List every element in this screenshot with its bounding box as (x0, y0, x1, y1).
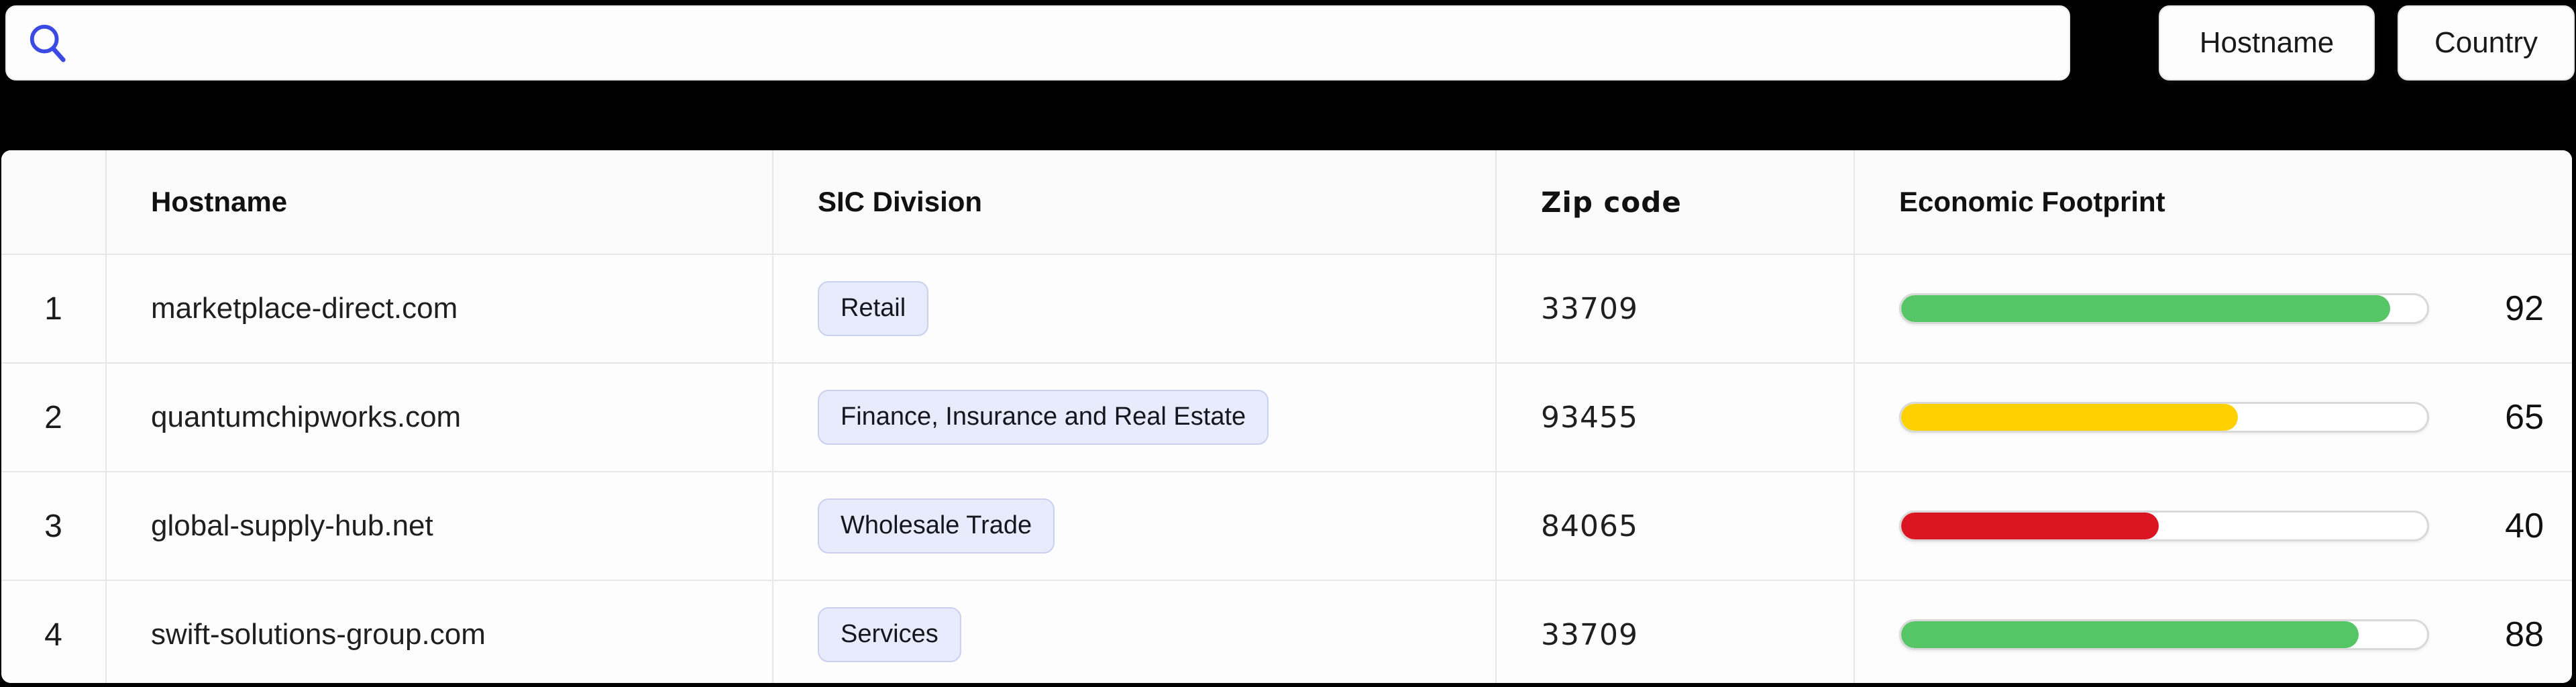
footprint-progress-fill (1901, 621, 2359, 648)
header-economic-footprint: Economic Footprint (1899, 186, 2165, 217)
zip-code-cell: 93455 (1497, 364, 1855, 471)
economic-footprint-cell: 92 (1855, 255, 2572, 362)
zip-code-cell: 84065 (1497, 472, 1855, 580)
zip-code-cell: 33709 (1497, 255, 1855, 362)
sic-division-cell: Finance, Insurance and Real Estate (773, 364, 1497, 471)
footprint-progress-track (1899, 293, 2429, 324)
footprint-progress-track (1899, 402, 2429, 433)
zip-code-cell: 33709 (1497, 581, 1855, 683)
table-header-row: Hostname SIC Division Zip code Economic … (1, 150, 2572, 255)
footprint-progress-track (1899, 619, 2429, 650)
hostname-filter-label: Hostname (2199, 26, 2334, 59)
footprint-score: 88 (2505, 615, 2544, 654)
footprint-progress-fill (1901, 404, 2238, 431)
footprint-score: 65 (2505, 398, 2544, 437)
row-index: 4 (1, 581, 107, 683)
footprint-progress-fill (1901, 513, 2159, 539)
search-bar (5, 5, 2070, 81)
economic-footprint-cell: 65 (1855, 364, 2572, 471)
sic-division-chip: Wholesale Trade (818, 498, 1055, 553)
search-input[interactable] (85, 13, 2069, 73)
table-row: 1 marketplace-direct.com Retail 33709 92 (1, 255, 2572, 364)
header-zip-code: Zip code (1497, 150, 1855, 254)
footprint-progress-track (1899, 511, 2429, 541)
header-sic-division: SIC Division (773, 150, 1497, 254)
sic-division-cell: Wholesale Trade (773, 472, 1497, 580)
country-filter-button[interactable]: Country (2398, 5, 2575, 81)
header-hostname: Hostname (107, 150, 773, 254)
footprint-score: 40 (2505, 507, 2544, 545)
row-index: 3 (1, 472, 107, 580)
footprint-score: 92 (2505, 289, 2544, 328)
hostname-cell: quantumchipworks.com (107, 364, 773, 471)
header-index (1, 150, 107, 254)
economic-footprint-cell: 88 (1855, 581, 2572, 683)
sic-division-chip: Finance, Insurance and Real Estate (818, 390, 1269, 445)
hostname-cell: marketplace-direct.com (107, 255, 773, 362)
hostname-filter-button[interactable]: Hostname (2159, 5, 2375, 81)
row-index: 1 (1, 255, 107, 362)
table-row: 4 swift-solutions-group.com Services 337… (1, 581, 2572, 683)
sic-division-cell: Retail (773, 255, 1497, 362)
footprint-progress-fill (1901, 295, 2391, 322)
hostname-cell: swift-solutions-group.com (107, 581, 773, 683)
results-table: Hostname SIC Division Zip code Economic … (1, 150, 2572, 683)
economic-footprint-cell: 40 (1855, 472, 2572, 580)
hostname-cell: global-supply-hub.net (107, 472, 773, 580)
sic-division-chip: Services (818, 607, 961, 662)
table-row: 3 global-supply-hub.net Wholesale Trade … (1, 472, 2572, 581)
country-filter-label: Country (2434, 26, 2538, 59)
search-icon (30, 24, 66, 62)
row-index: 2 (1, 364, 107, 471)
sic-division-chip: Retail (818, 281, 929, 336)
sic-division-cell: Services (773, 581, 1497, 683)
table-row: 2 quantumchipworks.com Finance, Insuranc… (1, 364, 2572, 472)
